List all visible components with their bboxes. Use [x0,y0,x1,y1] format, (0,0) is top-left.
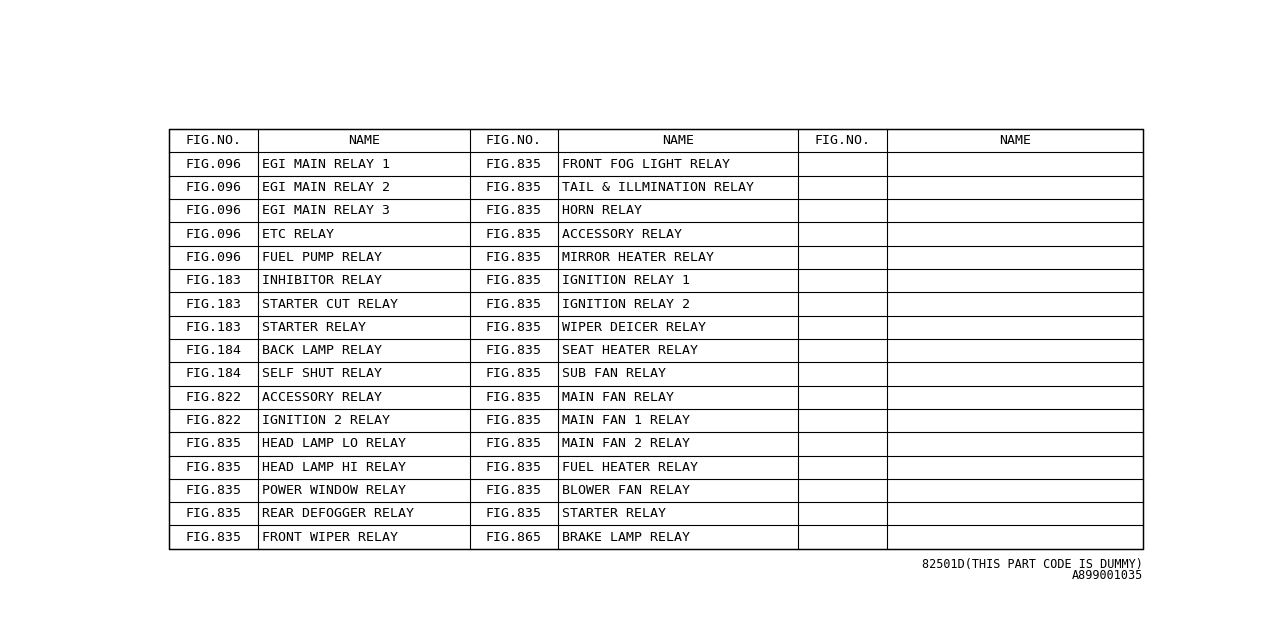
Text: BRAKE LAMP RELAY: BRAKE LAMP RELAY [562,531,690,543]
Text: TAIL & ILLMINATION RELAY: TAIL & ILLMINATION RELAY [562,181,754,194]
Text: IGNITION 2 RELAY: IGNITION 2 RELAY [261,414,389,427]
Text: NAME: NAME [348,134,380,147]
Text: SEAT HEATER RELAY: SEAT HEATER RELAY [562,344,698,357]
Text: FIG.822: FIG.822 [186,391,242,404]
Text: FIG.835: FIG.835 [486,391,541,404]
Text: FIG.096: FIG.096 [186,181,242,194]
Text: FIG.183: FIG.183 [186,321,242,334]
Text: FIG.NO.: FIG.NO. [486,134,541,147]
Text: EGI MAIN RELAY 2: EGI MAIN RELAY 2 [261,181,389,194]
Text: FIG.835: FIG.835 [186,508,242,520]
Text: SUB FAN RELAY: SUB FAN RELAY [562,367,666,380]
Text: ACCESSORY RELAY: ACCESSORY RELAY [261,391,381,404]
Text: FIG.865: FIG.865 [486,531,541,543]
Text: FRONT FOG LIGHT RELAY: FRONT FOG LIGHT RELAY [562,157,730,171]
Text: STARTER RELAY: STARTER RELAY [562,508,666,520]
Text: NAME: NAME [998,134,1030,147]
Text: HEAD LAMP LO RELAY: HEAD LAMP LO RELAY [261,437,406,451]
Text: FIG.835: FIG.835 [486,251,541,264]
Text: FIG.835: FIG.835 [486,228,541,241]
Text: MAIN FAN 1 RELAY: MAIN FAN 1 RELAY [562,414,690,427]
Text: FIG.835: FIG.835 [486,204,541,217]
Text: POWER WINDOW RELAY: POWER WINDOW RELAY [261,484,406,497]
Text: FIG.835: FIG.835 [486,484,541,497]
Text: FIG.835: FIG.835 [486,157,541,171]
Text: FIG.096: FIG.096 [186,251,242,264]
Text: FIG.835: FIG.835 [486,344,541,357]
Text: FUEL PUMP RELAY: FUEL PUMP RELAY [261,251,381,264]
Text: SELF SHUT RELAY: SELF SHUT RELAY [261,367,381,380]
Text: FIG.835: FIG.835 [186,484,242,497]
Text: IGNITION RELAY 2: IGNITION RELAY 2 [562,298,690,310]
Text: FIG.835: FIG.835 [486,274,541,287]
Text: STARTER RELAY: STARTER RELAY [261,321,366,334]
Text: FIG.183: FIG.183 [186,274,242,287]
Text: WIPER DEICER RELAY: WIPER DEICER RELAY [562,321,707,334]
Text: STARTER CUT RELAY: STARTER CUT RELAY [261,298,398,310]
Text: FUEL HEATER RELAY: FUEL HEATER RELAY [562,461,698,474]
Text: BLOWER FAN RELAY: BLOWER FAN RELAY [562,484,690,497]
Text: FIG.096: FIG.096 [186,157,242,171]
Text: FIG.835: FIG.835 [486,437,541,451]
Text: FIG.183: FIG.183 [186,298,242,310]
Text: EGI MAIN RELAY 3: EGI MAIN RELAY 3 [261,204,389,217]
Text: FIG.835: FIG.835 [486,461,541,474]
Text: HEAD LAMP HI RELAY: HEAD LAMP HI RELAY [261,461,406,474]
Text: IGNITION RELAY 1: IGNITION RELAY 1 [562,274,690,287]
Text: FIG.835: FIG.835 [486,508,541,520]
Text: FRONT WIPER RELAY: FRONT WIPER RELAY [261,531,398,543]
Text: FIG.096: FIG.096 [186,228,242,241]
Text: MAIN FAN 2 RELAY: MAIN FAN 2 RELAY [562,437,690,451]
Text: ETC RELAY: ETC RELAY [261,228,334,241]
Text: FIG.835: FIG.835 [186,461,242,474]
Text: MIRROR HEATER RELAY: MIRROR HEATER RELAY [562,251,714,264]
Text: FIG.835: FIG.835 [186,531,242,543]
Text: FIG.184: FIG.184 [186,344,242,357]
Text: FIG.096: FIG.096 [186,204,242,217]
Text: FIG.184: FIG.184 [186,367,242,380]
Text: FIG.835: FIG.835 [486,298,541,310]
Text: FIG.835: FIG.835 [486,321,541,334]
Bar [169,129,1143,549]
Text: FIG.835: FIG.835 [486,181,541,194]
Text: FIG.835: FIG.835 [486,367,541,380]
Text: BACK LAMP RELAY: BACK LAMP RELAY [261,344,381,357]
Text: ACCESSORY RELAY: ACCESSORY RELAY [562,228,682,241]
Text: INHIBITOR RELAY: INHIBITOR RELAY [261,274,381,287]
Text: FIG.835: FIG.835 [486,414,541,427]
Text: 82501D(THIS PART CODE IS DUMMY): 82501D(THIS PART CODE IS DUMMY) [922,558,1143,571]
Text: REAR DEFOGGER RELAY: REAR DEFOGGER RELAY [261,508,413,520]
Text: NAME: NAME [662,134,694,147]
Text: FIG.822: FIG.822 [186,414,242,427]
Text: EGI MAIN RELAY 1: EGI MAIN RELAY 1 [261,157,389,171]
Text: HORN RELAY: HORN RELAY [562,204,643,217]
Text: FIG.NO.: FIG.NO. [186,134,242,147]
Text: A899001035: A899001035 [1071,569,1143,582]
Text: FIG.NO.: FIG.NO. [814,134,870,147]
Text: MAIN FAN RELAY: MAIN FAN RELAY [562,391,675,404]
Text: FIG.835: FIG.835 [186,437,242,451]
